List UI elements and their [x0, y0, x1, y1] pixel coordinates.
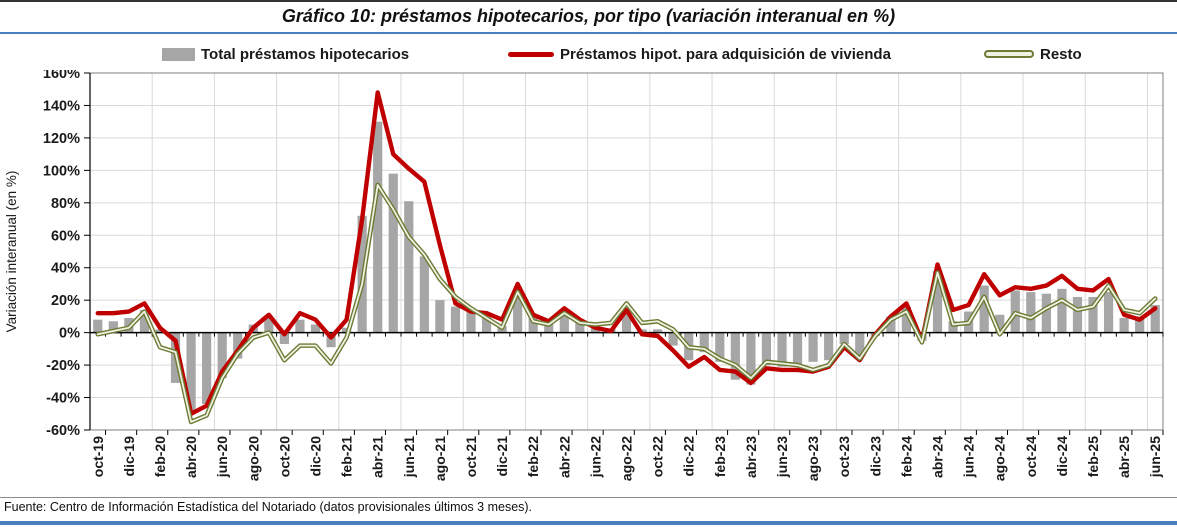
svg-text:feb-23: feb-23 [712, 436, 728, 477]
legend-label-vivienda: Préstamos hipot. para adquisición de viv… [560, 45, 891, 63]
svg-text:dic-19: dic-19 [121, 436, 137, 477]
legend-swatch-total-bar [162, 47, 195, 61]
mortgage-variation-chart-svg: -60% -40% -20% 0% 20% 40% 60% 80% 100% 120% 140% 16… [4, 66, 1164, 481]
svg-text:oct-24: oct-24 [1023, 436, 1039, 477]
svg-text:Variación interanual (en %): Variación interanual (en %) [4, 171, 19, 333]
svg-text:feb-21: feb-21 [339, 436, 355, 477]
svg-text:ago-20: ago-20 [245, 436, 261, 481]
footer-divider-line [0, 497, 1177, 498]
svg-text:jun-20: jun-20 [214, 436, 230, 478]
svg-text:oct-23: oct-23 [836, 436, 852, 477]
legend-item-resto: Resto [984, 42, 1082, 66]
svg-text:abr-25: abr-25 [1116, 436, 1132, 478]
legend-swatch-resto-line [984, 50, 1034, 58]
svg-text:60%: 60% [51, 228, 80, 244]
svg-text:dic-23: dic-23 [867, 436, 883, 477]
svg-text:feb-22: feb-22 [525, 436, 541, 477]
svg-text:80%: 80% [51, 196, 80, 212]
svg-text:feb-25: feb-25 [1085, 436, 1101, 477]
svg-text:abr-20: abr-20 [183, 436, 199, 478]
legend-label-total: Total préstamos hipotecarios [201, 45, 410, 63]
chart-title: Gráfico 10: préstamos hipotecarios, por … [281, 6, 896, 26]
svg-text:oct-20: oct-20 [276, 436, 292, 477]
svg-text:feb-24: feb-24 [898, 436, 914, 477]
svg-text:ago-24: ago-24 [992, 436, 1008, 481]
chart-plot-area: -60% -40% -20% 0% 20% 40% 60% 80% 100% 120% 140% 16… [0, 66, 1177, 497]
svg-text:dic-20: dic-20 [307, 436, 323, 477]
svg-text:ago-21: ago-21 [432, 436, 448, 481]
svg-text:100%: 100% [43, 163, 80, 179]
svg-text:160%: 160% [43, 70, 80, 82]
svg-text:jun-23: jun-23 [774, 436, 790, 478]
svg-text:ago-23: ago-23 [805, 436, 821, 481]
svg-text:0%: 0% [59, 326, 80, 342]
svg-text:-60%: -60% [46, 423, 80, 439]
svg-text:dic-22: dic-22 [681, 436, 697, 477]
svg-text:abr-21: abr-21 [370, 436, 386, 478]
bottom-border-line [0, 521, 1177, 525]
legend-swatch-vivienda-line [508, 51, 554, 57]
svg-text:120%: 120% [43, 131, 80, 147]
svg-text:dic-21: dic-21 [494, 436, 510, 477]
svg-text:jun-24: jun-24 [961, 436, 977, 478]
legend-label-resto: Resto [1040, 45, 1082, 63]
svg-text:-40%: -40% [46, 391, 80, 407]
svg-text:oct-21: oct-21 [463, 436, 479, 477]
legend-item-vivienda: Préstamos hipot. para adquisición de viv… [508, 42, 891, 66]
svg-text:20%: 20% [51, 293, 80, 309]
svg-text:feb-20: feb-20 [152, 436, 168, 477]
svg-text:abr-22: abr-22 [556, 436, 572, 478]
svg-text:jun-25: jun-25 [1147, 436, 1163, 478]
legend-item-total: Total préstamos hipotecarios [162, 42, 409, 66]
svg-text:jun-22: jun-22 [587, 436, 603, 478]
svg-text:abr-24: abr-24 [930, 436, 946, 478]
source-note: Fuente: Centro de Información Estadístic… [4, 500, 533, 514]
svg-text:140%: 140% [43, 98, 80, 114]
top-border-line [0, 0, 1177, 2]
svg-text:oct-19: oct-19 [90, 436, 106, 477]
svg-text:oct-22: oct-22 [650, 436, 666, 477]
svg-text:ago-22: ago-22 [619, 436, 635, 481]
svg-text:-20%: -20% [46, 358, 80, 374]
svg-text:40%: 40% [51, 261, 80, 277]
title-divider-line [0, 32, 1177, 34]
svg-text:jun-21: jun-21 [401, 436, 417, 478]
svg-text:dic-24: dic-24 [1054, 436, 1070, 477]
chart-legend: Total préstamos hipotecarios Préstamos h… [0, 42, 1177, 66]
svg-text:abr-23: abr-23 [743, 436, 759, 478]
